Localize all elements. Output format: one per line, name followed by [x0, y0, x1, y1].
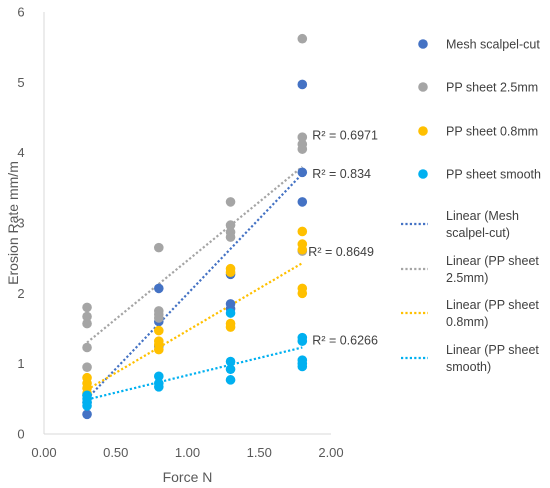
data-point: [225, 356, 236, 367]
r-squared-label: R² = 0.834: [312, 167, 371, 181]
data-point: [297, 144, 308, 154]
legend-label: Linear (PP sheet: [446, 254, 539, 268]
legend: Mesh scalpel-cut PP sheet 2.5mm PP sheet 0…: [401, 38, 541, 374]
legend-label: PP sheet smooth: [446, 168, 541, 182]
data-point: [297, 226, 308, 237]
x-axis-title: Force N: [163, 469, 213, 485]
data-point: [154, 283, 164, 294]
x-tick-label: 0.00: [31, 445, 56, 460]
legend-entry: PP sheet 2.5mm: [418, 81, 538, 95]
data-point: [225, 232, 236, 242]
axes: 0.00 0.50 1.00 1.50 2.00 0 1 2 3 4 5 6: [17, 5, 343, 461]
r-squared-label: R² = 0.8649: [308, 245, 374, 259]
trendline: [86, 165, 303, 344]
data-point: [297, 197, 308, 207]
data-point: [225, 322, 236, 332]
data-point: [82, 302, 92, 313]
legend-label: Linear (PP sheet: [446, 343, 539, 357]
trendline: [86, 346, 303, 401]
data-point: [225, 308, 236, 318]
x-tick-label: 0.50: [103, 445, 128, 460]
legend-entry: Mesh scalpel-cut: [418, 38, 540, 52]
data-point: [154, 325, 164, 336]
legend-entry: PP sheet smooth: [418, 168, 541, 182]
legend-marker: [418, 126, 428, 136]
data-point: [154, 313, 164, 323]
legend-entry: Linear (PP sheet 0.8mm): [401, 298, 539, 329]
y-tick-label: 3: [17, 216, 24, 231]
y-tick-label: 1: [17, 356, 24, 371]
data-point: [297, 336, 308, 346]
data-point: [225, 364, 236, 375]
data-point: [297, 132, 308, 142]
trendlines: [86, 165, 304, 401]
legend-label: 2.5mm): [446, 271, 488, 285]
data-point: [82, 342, 92, 353]
legend-label: smooth): [446, 360, 491, 374]
legend-entry: Linear (Mesh scalpel-cut): [401, 209, 519, 240]
legend-label: Mesh scalpel-cut: [446, 38, 540, 52]
y-tick-label: 0: [17, 427, 24, 442]
y-axis-title: Erosion Rate mm/m: [5, 161, 21, 285]
data-point: [82, 362, 92, 372]
data-point: [297, 167, 308, 178]
data-point: [225, 220, 236, 230]
x-tick-label: 2.00: [318, 445, 343, 460]
data-point: [82, 318, 92, 329]
trendline: [86, 173, 304, 400]
trendline: [86, 262, 303, 391]
data-point: [297, 79, 308, 90]
data-point: [82, 401, 92, 411]
legend-label: Linear (PP sheet: [446, 298, 539, 312]
y-tick-label: 5: [17, 75, 24, 90]
data-point: [154, 382, 164, 392]
data-point: [225, 375, 236, 385]
legend-label: 0.8mm): [446, 315, 488, 329]
data-point: [297, 33, 308, 44]
r-squared-labels: R² = 0.834 R² = 0.6971 R² = 0.8649 R² = 0.6…: [308, 129, 378, 348]
x-tick-label: 1.00: [175, 445, 200, 460]
legend-label: Linear (Mesh: [446, 209, 519, 223]
legend-entry: Linear (PP sheet 2.5mm): [401, 254, 539, 285]
data-point: [297, 244, 308, 255]
data-points: [82, 33, 308, 420]
legend-label: PP sheet 0.8mm: [446, 125, 538, 139]
r-squared-label: R² = 0.6971: [312, 129, 378, 143]
legend-entry: PP sheet 0.8mm: [418, 125, 538, 139]
data-point: [154, 242, 164, 253]
data-point: [154, 344, 164, 355]
legend-label: scalpel-cut): [446, 226, 510, 240]
data-point: [82, 311, 92, 322]
y-tick-label: 6: [17, 5, 24, 20]
r-squared-label: R² = 0.6266: [312, 333, 378, 347]
legend-entry: Linear (PP sheet smooth): [401, 343, 539, 374]
data-point: [82, 409, 92, 420]
y-tick-label: 4: [17, 145, 24, 160]
y-tick-label: 2: [17, 286, 24, 301]
legend-marker: [418, 39, 428, 49]
data-point: [297, 288, 308, 299]
data-point: [225, 197, 236, 207]
data-point: [225, 267, 236, 278]
x-tick-label: 1.50: [247, 445, 272, 460]
legend-label: PP sheet 2.5mm: [446, 81, 538, 95]
legend-marker: [418, 169, 428, 179]
data-point: [297, 361, 308, 372]
data-point: [154, 371, 164, 382]
legend-marker: [418, 82, 428, 92]
